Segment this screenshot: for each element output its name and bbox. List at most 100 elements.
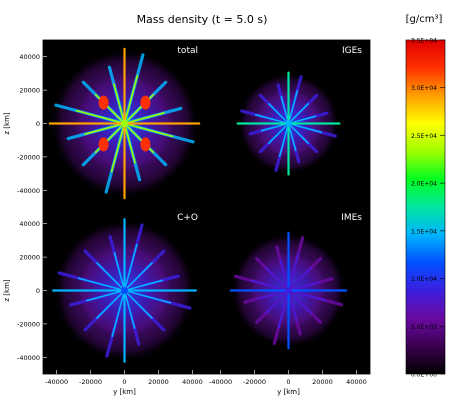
- axes: 40000 20000 0 -20000 -40000 z [km] 40000 20000 0…: [3, 39, 371, 396]
- density-filament-bright: [123, 243, 138, 292]
- panel-label: IGEs: [342, 46, 362, 56]
- density-filament-bright: [268, 122, 290, 144]
- x-tick-label: 40000: [182, 378, 203, 386]
- y-tick-label: -40000: [17, 187, 40, 195]
- panel-iges: IGEs: [236, 46, 362, 176]
- y-tick-label: -20000: [17, 320, 40, 328]
- density-filament-bright: [287, 281, 320, 292]
- colorbar-tick-label: 2.0E+04: [411, 181, 437, 188]
- colorbar-tick-label: 0.0E+00: [411, 372, 437, 379]
- density-filament-bright: [265, 289, 290, 314]
- density-filament-bright: [265, 267, 290, 292]
- density-filament-bright: [279, 259, 290, 292]
- x-tick-label: -40000: [209, 378, 232, 386]
- density-filament-bright: [287, 122, 297, 152]
- density-filament-bright: [268, 103, 290, 125]
- colorbar-tick-label: 2.5E+04: [411, 133, 437, 140]
- density-filament-bright: [123, 122, 136, 164]
- y-tick-label: 40000: [19, 53, 40, 61]
- density-filament-bright: [123, 74, 139, 125]
- density-filament-bright: [250, 279, 290, 292]
- x-tick-label: 40000: [346, 378, 367, 386]
- colorbar-unit-label: [g/cm³]: [406, 14, 443, 25]
- density-center: [121, 120, 128, 127]
- density-filament-bright: [287, 289, 298, 322]
- density-filament-bright: [254, 113, 290, 125]
- y-tick-label: 20000: [19, 254, 40, 262]
- density-filament-bright: [260, 122, 290, 132]
- y-axis-label: z [km]: [3, 279, 11, 302]
- density-filament-bright: [123, 289, 153, 319]
- panel-total: total: [48, 46, 201, 200]
- density-filament-bright: [287, 122, 323, 134]
- density-filament-bright: [287, 122, 309, 144]
- colorbar-tick-label: 5.0E+03: [411, 324, 437, 331]
- density-peak: [140, 137, 151, 152]
- colorbar-tick-label: 3.5E+04: [411, 38, 437, 45]
- density-filament-bright: [86, 289, 126, 302]
- y-tick-label: -20000: [17, 153, 40, 161]
- density-filament-bright: [287, 252, 300, 292]
- density-filament-bright: [77, 277, 126, 292]
- colorbar-tick-label: 3.0E+04: [411, 85, 437, 92]
- panel-label: IMEs: [341, 213, 362, 223]
- density-filament-bright: [75, 109, 126, 125]
- density-center: [121, 287, 128, 294]
- density-filament-bright: [113, 252, 126, 292]
- density-filament-bright: [123, 112, 165, 125]
- plot-frame: [42, 39, 371, 375]
- chart-title: Mass density (t = 5.0 s): [137, 13, 268, 26]
- x-tick-label: 0: [122, 378, 126, 386]
- density-filament-bright: [278, 122, 290, 158]
- y-tick-label: 0: [36, 120, 40, 128]
- density-filament-bright: [84, 122, 126, 135]
- panel-label: C+O: [177, 213, 198, 223]
- density-center: [285, 287, 292, 294]
- density-filament-bright: [287, 89, 299, 125]
- panel-label: total: [177, 46, 198, 56]
- x-axis-label: y [km]: [113, 388, 136, 396]
- x-tick-label: -20000: [243, 378, 266, 386]
- density-filament-bright: [110, 122, 126, 173]
- density-filament-bright: [123, 262, 153, 292]
- panel-c-o: C+O: [52, 213, 198, 363]
- density-filament-bright: [287, 289, 312, 314]
- colorbar-fill: [405, 39, 446, 375]
- density-filament-bright: [113, 83, 126, 125]
- density-panels: total IGEs C+O IMEs: [48, 46, 362, 363]
- density-filament-bright: [287, 103, 309, 125]
- colorbar: 0.0E+00 5.0E+03 1.0E+04 1.5E+04 2.0E+04 2.5E+…: [405, 38, 446, 379]
- density-filament-bright: [287, 115, 317, 125]
- density-peak: [98, 95, 109, 110]
- x-tick-label: 20000: [312, 378, 333, 386]
- density-filament-bright: [123, 289, 136, 329]
- density-filament-bright: [287, 267, 312, 292]
- density-peak: [98, 137, 109, 152]
- density-filament-bright: [287, 289, 327, 302]
- density-filament-bright: [96, 262, 126, 292]
- x-tick-label: -20000: [79, 378, 102, 386]
- density-filament-bright: [123, 279, 163, 292]
- y-tick-label: 40000: [19, 220, 40, 228]
- y-tick-label: 0: [36, 287, 40, 295]
- density-filament-bright: [123, 122, 174, 138]
- y-tick-label: 20000: [19, 87, 40, 95]
- density-filament-bright: [123, 289, 172, 304]
- x-tick-label: -40000: [45, 378, 68, 386]
- density-filament-bright: [280, 95, 290, 125]
- density-peak: [140, 95, 151, 110]
- density-filament-bright: [257, 289, 290, 300]
- colorbar-tick-label: 1.0E+04: [411, 276, 437, 283]
- y-tick-label: -40000: [17, 354, 40, 362]
- x-tick-label: 20000: [148, 378, 169, 386]
- density-filament-bright: [277, 289, 290, 329]
- y-axis-label: z [km]: [3, 112, 11, 135]
- density-filament-bright: [111, 289, 126, 338]
- colorbar-tick-label: 1.5E+04: [411, 228, 437, 235]
- panel-imes: IMEs: [229, 213, 362, 350]
- density-filament-bright: [96, 289, 126, 319]
- density-center: [285, 120, 292, 127]
- x-axis-label: y [km]: [277, 388, 300, 396]
- x-tick-label: 0: [286, 378, 290, 386]
